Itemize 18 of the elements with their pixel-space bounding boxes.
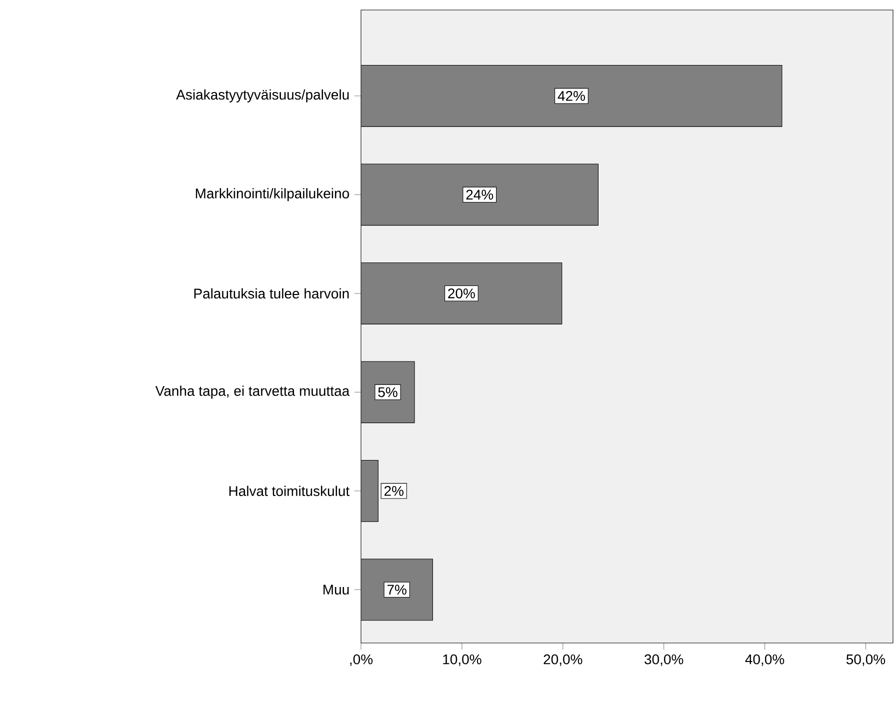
x-tick-label: 30,0% (644, 654, 684, 666)
data-label: 20% (448, 288, 475, 298)
y-tick-label: Muu (324, 584, 349, 595)
y-tick-label: Markkinointi/kilpailukeino (196, 188, 349, 202)
data-label: 7% (387, 584, 406, 595)
y-tick-label: Vanha tapa, ei tarvetta muuttaa (155, 386, 350, 399)
y-tick-label: Palautuksia tulee harvoin (194, 288, 349, 299)
data-label: 5% (378, 387, 398, 398)
x-tick-label: 40,0% (745, 654, 784, 666)
x-tick-label: ,0% (350, 654, 373, 666)
data-label: 24% (466, 190, 494, 200)
y-tick-label: Asiakastyytyväisuus/palvelu (176, 89, 349, 102)
data-label: 2% (384, 486, 404, 496)
data-label: 42% (558, 90, 585, 101)
y-tick-label: Halvat toimituskulut (229, 486, 350, 496)
x-tick-label: 10,0% (443, 654, 482, 666)
x-tick-label: 20,0% (544, 654, 582, 666)
x-tick-label: 50,0% (846, 654, 886, 666)
